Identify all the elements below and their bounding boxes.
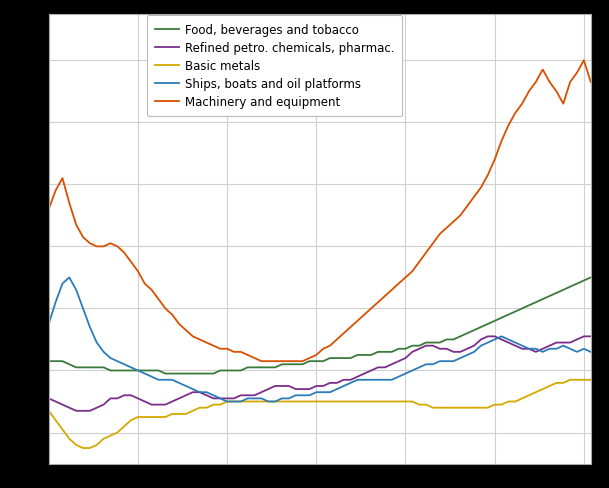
Machinery and equipment bbox=[375, 300, 382, 305]
Ships, boats and oil platforms bbox=[587, 349, 594, 355]
Line: Food, beverages and tobacco: Food, beverages and tobacco bbox=[49, 278, 591, 374]
Food, beverages and tobacco bbox=[375, 349, 382, 355]
Basic metals bbox=[375, 399, 382, 405]
Refined petro. chemicals, pharmac. bbox=[45, 396, 52, 402]
Refined petro. chemicals, pharmac. bbox=[402, 355, 409, 361]
Line: Machinery and equipment: Machinery and equipment bbox=[49, 61, 591, 362]
Refined petro. chemicals, pharmac. bbox=[423, 343, 430, 349]
Ships, boats and oil platforms bbox=[299, 392, 306, 398]
Machinery and equipment bbox=[587, 80, 594, 86]
Basic metals bbox=[566, 377, 574, 383]
Refined petro. chemicals, pharmac. bbox=[484, 334, 491, 340]
Ships, boats and oil platforms bbox=[429, 362, 437, 367]
Basic metals bbox=[45, 408, 52, 414]
Refined petro. chemicals, pharmac. bbox=[375, 365, 382, 370]
Ships, boats and oil platforms bbox=[539, 349, 546, 355]
Basic metals bbox=[381, 399, 389, 405]
Machinery and equipment bbox=[580, 58, 588, 64]
Basic metals bbox=[532, 389, 540, 395]
Food, beverages and tobacco bbox=[45, 359, 52, 365]
Machinery and equipment bbox=[532, 80, 540, 86]
Refined petro. chemicals, pharmac. bbox=[72, 408, 80, 414]
Basic metals bbox=[402, 399, 409, 405]
Machinery and equipment bbox=[381, 293, 389, 299]
Ships, boats and oil platforms bbox=[45, 321, 52, 327]
Ships, boats and oil platforms bbox=[409, 368, 416, 374]
Refined petro. chemicals, pharmac. bbox=[381, 365, 389, 370]
Food, beverages and tobacco bbox=[381, 349, 389, 355]
Ships, boats and oil platforms bbox=[381, 377, 389, 383]
Food, beverages and tobacco bbox=[162, 371, 169, 377]
Line: Refined petro. chemicals, pharmac.: Refined petro. chemicals, pharmac. bbox=[49, 337, 591, 411]
Food, beverages and tobacco bbox=[423, 340, 430, 346]
Machinery and equipment bbox=[402, 275, 409, 281]
Basic metals bbox=[587, 377, 594, 383]
Machinery and equipment bbox=[258, 359, 265, 365]
Machinery and equipment bbox=[292, 359, 300, 365]
Food, beverages and tobacco bbox=[292, 362, 300, 367]
Machinery and equipment bbox=[423, 250, 430, 256]
Food, beverages and tobacco bbox=[587, 275, 594, 281]
Refined petro. chemicals, pharmac. bbox=[539, 346, 546, 352]
Basic metals bbox=[292, 399, 300, 405]
Food, beverages and tobacco bbox=[532, 300, 540, 305]
Refined petro. chemicals, pharmac. bbox=[292, 386, 300, 392]
Ships, boats and oil platforms bbox=[66, 275, 73, 281]
Line: Basic metals: Basic metals bbox=[49, 380, 591, 448]
Line: Ships, boats and oil platforms: Ships, boats and oil platforms bbox=[49, 278, 591, 402]
Basic metals bbox=[79, 445, 86, 451]
Machinery and equipment bbox=[45, 207, 52, 213]
Basic metals bbox=[423, 402, 430, 407]
Refined petro. chemicals, pharmac. bbox=[587, 334, 594, 340]
Ships, boats and oil platforms bbox=[388, 377, 395, 383]
Ships, boats and oil platforms bbox=[224, 399, 231, 405]
Legend: Food, beverages and tobacco, Refined petro. chemicals, pharmac., Basic metals, S: Food, beverages and tobacco, Refined pet… bbox=[147, 16, 403, 117]
Food, beverages and tobacco bbox=[402, 346, 409, 352]
